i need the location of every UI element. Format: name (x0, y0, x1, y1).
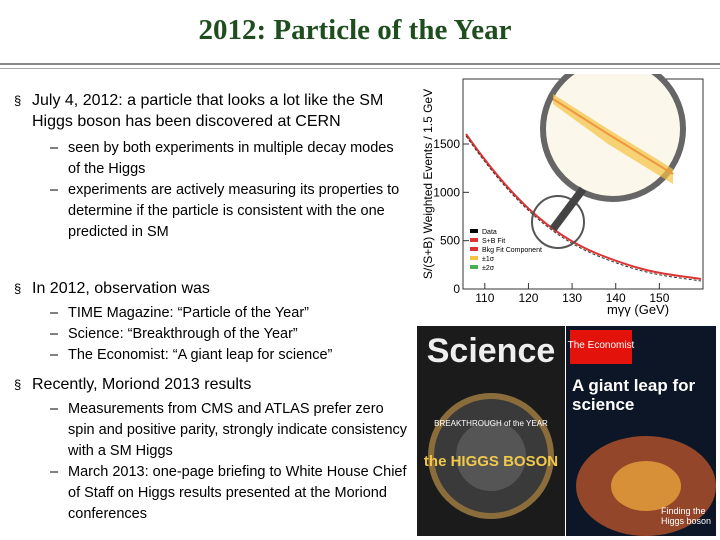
y-tick-label: 500 (440, 234, 460, 248)
legend-label: Data (482, 229, 497, 236)
banner: BREAKTHROUGH of the YEAR (434, 419, 548, 428)
x-tick-label: 150 (649, 291, 669, 305)
sub-bullet: experiments are actively measuring its p… (14, 180, 409, 243)
bullet-block: Recently, Moriond 2013 results Measureme… (14, 374, 409, 525)
sub-bullet: seen by both experiments in multiple dec… (14, 138, 409, 180)
sub-bullet: The Economist: “A giant leap for science… (14, 345, 409, 366)
x-tick-label: 140 (606, 291, 626, 305)
higgs-plot: S/(S+B) Weighted Events / 1.5 GeV mγγ (G… (421, 74, 704, 317)
legend-label: S+B Fit (482, 238, 505, 245)
bullet: In 2012, observation was (14, 278, 409, 299)
legend-label: ±1σ (482, 256, 495, 263)
bkg-curve (465, 135, 702, 282)
masthead: The Economist (568, 340, 635, 351)
legend-swatch (470, 265, 478, 269)
x-tick-label: 130 (562, 291, 582, 305)
science-cover: Science BREAKTHROUGH of the YEAR the HIG… (417, 326, 565, 536)
masthead: Science (427, 332, 556, 370)
magnifier (540, 74, 686, 232)
legend-label: ±2σ (482, 265, 495, 272)
y-axis-label: S/(S+B) Weighted Events / 1.5 GeV (421, 89, 435, 279)
cover-headline: A giant leap for science (572, 376, 696, 414)
legend-swatch (470, 229, 478, 233)
legend-label: Bkg Fit Component (482, 247, 542, 254)
y-tick-label: 1000 (433, 185, 460, 199)
x-tick-label: 110 (475, 291, 494, 305)
bullet: July 4, 2012: a particle that looks a lo… (14, 90, 409, 132)
legend-swatch (470, 247, 478, 251)
title-rule (0, 63, 720, 69)
y-tick-label: 0 (453, 282, 460, 296)
x-axis-label: mγγ (GeV) (607, 302, 669, 317)
magnifier-ring (531, 195, 585, 249)
x-tick-label: 120 (518, 291, 538, 305)
bullet-block: In 2012, observation was TIME Magazine: … (14, 278, 409, 366)
sub-bullet: TIME Magazine: “Particle of the Year” (14, 303, 409, 324)
fit-curve (465, 133, 702, 280)
legend-swatch (470, 256, 478, 260)
economist-cover: The Economist A giant leap for science F… (566, 326, 716, 536)
slide-title: 2012: Particle of the Year (198, 14, 512, 46)
sub-bullet: Measurements from CMS and ATLAS prefer z… (14, 399, 409, 462)
y-tick-label: 1500 (433, 137, 460, 151)
sub-bullet: March 2013: one-page briefing to White H… (14, 462, 409, 525)
sub-bullet: Science: “Breakthrough of the Year” (14, 324, 409, 345)
cover-headline: the HIGGS BOSON (424, 453, 558, 470)
cover-footer: Finding the Higgs boson (661, 506, 712, 526)
bullet-block: July 4, 2012: a particle that looks a lo… (14, 90, 409, 243)
bullet: Recently, Moriond 2013 results (14, 374, 409, 395)
legend: Data S+B Fit Bkg Fit Component ±1σ ±2σ (470, 229, 542, 272)
legend-swatch (470, 238, 478, 242)
